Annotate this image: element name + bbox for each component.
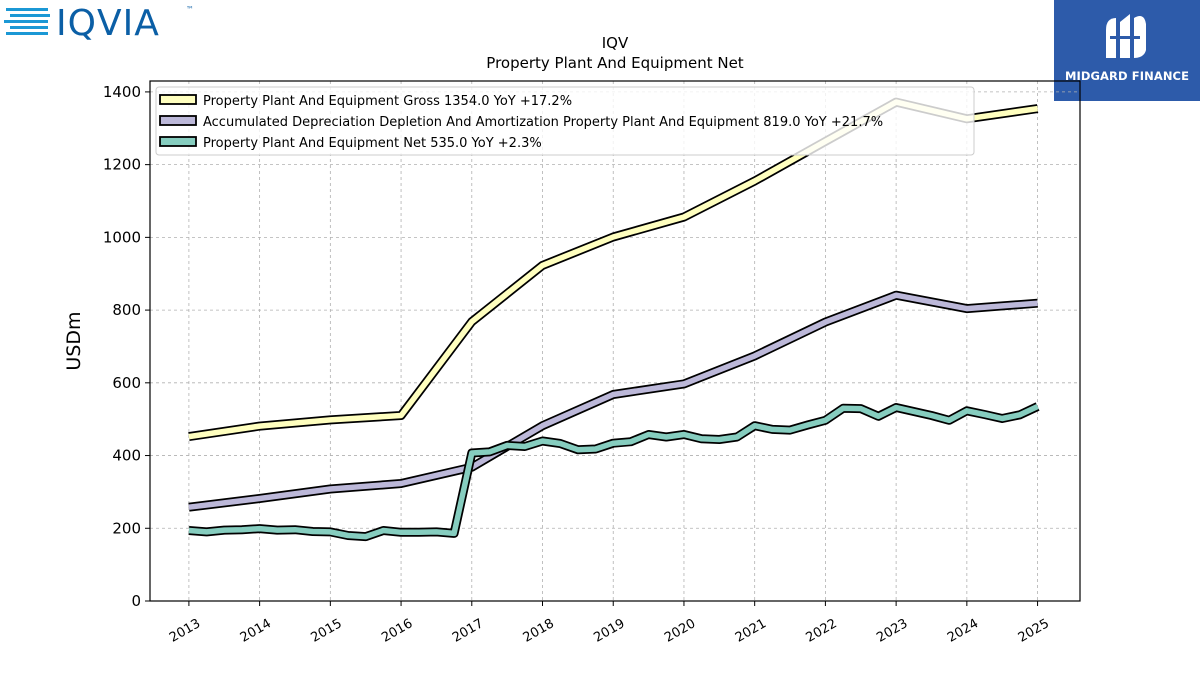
x-tick-label: 2019	[591, 616, 627, 646]
y-tick-label: 1000	[103, 228, 141, 246]
x-tick-label: 2020	[662, 616, 698, 646]
iqvia-trademark: ™	[186, 5, 194, 14]
y-axis-label: USDm	[63, 311, 85, 370]
x-tick-label: 2013	[167, 616, 203, 646]
iqvia-stripes-icon	[4, 8, 50, 35]
legend-swatch-depreciation	[159, 115, 197, 126]
midgard-finance-logo: MIDGARD FINANCE	[1054, 0, 1200, 101]
x-tick-label: 2021	[733, 616, 769, 646]
legend-box	[155, 86, 975, 156]
series-line-net	[188, 404, 1039, 540]
y-tick-label: 600	[112, 374, 141, 392]
x-tick-label: 2018	[521, 616, 557, 646]
y-tick-label: 800	[112, 301, 141, 319]
y-tick-label: 1200	[103, 156, 141, 174]
iqvia-wordmark: IQVIA	[56, 3, 160, 44]
midgard-finance-text: MIDGARD FINANCE	[1064, 69, 1190, 83]
y-tick-label: 400	[112, 447, 141, 465]
plot-frame	[149, 80, 1081, 602]
legend-label-net: Property Plant And Equipment Net 535.0 Y…	[203, 136, 542, 151]
series-lines	[188, 97, 1040, 542]
legend-label-gross: Property Plant And Equipment Gross 1354.…	[203, 94, 572, 109]
y-tick-label: 200	[112, 519, 141, 537]
midgard-emblem-icon	[1106, 14, 1146, 58]
legend-swatch-net	[159, 136, 197, 147]
x-tick-label: 2014	[238, 616, 274, 646]
x-tick-label: 2025	[1016, 616, 1052, 646]
legend-swatch-gross	[159, 94, 197, 105]
series-line-depreciation	[188, 292, 1038, 510]
legend: Property Plant And Equipment Gross 1354.…	[155, 86, 975, 156]
y-tick-label: 0	[131, 592, 141, 610]
y-axis-ticks: 0 200 400 600 800 1000 1200 1400	[103, 83, 150, 610]
chart-subtitle: Property Plant And Equipment Net	[486, 54, 743, 72]
x-tick-label: 2015	[309, 616, 345, 646]
x-tick-label: 2024	[945, 616, 981, 646]
legend-label-depreciation: Accumulated Depreciation Depletion And A…	[203, 115, 883, 130]
x-axis-ticks: 2013 2014 2015 2016 2017 2018 2019 2020 2021 2022…	[167, 601, 1052, 646]
y-tick-label: 1400	[103, 83, 141, 101]
grid-lines	[150, 81, 1080, 602]
x-tick-label: 2023	[874, 616, 910, 646]
chart-title: IQV	[602, 34, 629, 52]
x-tick-label: 2017	[450, 616, 486, 646]
x-tick-label: 2016	[379, 616, 415, 646]
iqvia-logo: IQVIA ™	[0, 0, 210, 45]
x-tick-label: 2022	[804, 616, 840, 646]
